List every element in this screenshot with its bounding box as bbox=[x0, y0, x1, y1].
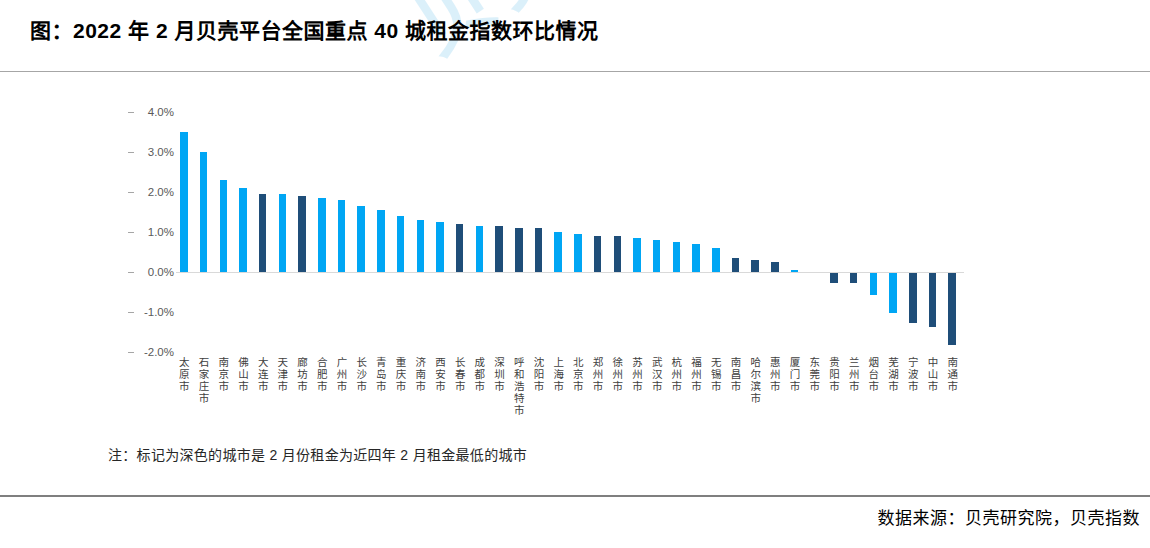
x-axis-label: 中山市 bbox=[926, 357, 938, 393]
rent-index-bar-chart: 4.0% 3.0% 2.0% 1.0% 0.0% -1.0% -2.0% 太原市石家庄市南京市… bbox=[0, 0, 1150, 500]
y-axis-tick-label: -2.0% bbox=[134, 345, 174, 359]
x-axis-label: 沈阳市 bbox=[532, 357, 544, 393]
bar bbox=[417, 220, 425, 272]
x-axis-label: 福州市 bbox=[690, 357, 702, 393]
x-axis-label: 南昌市 bbox=[729, 357, 741, 393]
bar bbox=[318, 198, 326, 272]
data-source: 数据来源：贝壳研究院，贝壳指数 bbox=[540, 504, 1140, 529]
bar bbox=[673, 242, 681, 272]
x-axis-label: 天津市 bbox=[276, 357, 288, 393]
bar bbox=[397, 216, 405, 272]
bar bbox=[771, 262, 779, 272]
bar bbox=[495, 226, 503, 272]
x-axis-label: 呼和浩特市 bbox=[513, 357, 525, 417]
bar bbox=[298, 196, 306, 272]
bar bbox=[712, 248, 720, 272]
y-axis-tick-mark bbox=[128, 232, 134, 233]
bar bbox=[614, 236, 622, 272]
x-axis-label: 芜湖市 bbox=[887, 357, 899, 393]
y-axis-tick-label: 2.0% bbox=[134, 185, 174, 199]
y-axis-tick-mark bbox=[128, 112, 134, 113]
x-axis-label: 烟台市 bbox=[867, 357, 879, 393]
x-axis-label: 重庆市 bbox=[395, 357, 407, 393]
y-axis-tick-mark bbox=[128, 312, 134, 313]
y-axis-tick-mark bbox=[128, 192, 134, 193]
y-axis-tick-label: 1.0% bbox=[134, 225, 174, 239]
bar bbox=[476, 226, 484, 272]
x-axis-label: 惠州市 bbox=[769, 357, 781, 393]
chart-note: 注：标记为深色的城市是 2 月份租金为近四年 2 月租金最低的城市 bbox=[108, 444, 527, 464]
bar bbox=[535, 228, 543, 272]
x-axis-label: 哈尔滨市 bbox=[749, 357, 761, 405]
bar bbox=[870, 273, 878, 295]
y-axis-tick-mark bbox=[128, 272, 134, 273]
bar bbox=[279, 194, 287, 272]
x-axis-label: 兰州市 bbox=[848, 357, 860, 393]
bar bbox=[633, 238, 641, 272]
y-axis-tick-label: 4.0% bbox=[134, 105, 174, 119]
bar bbox=[357, 206, 365, 272]
x-axis-label: 西安市 bbox=[434, 357, 446, 393]
x-axis-label: 杭州市 bbox=[670, 357, 682, 393]
bar bbox=[239, 188, 247, 272]
bar bbox=[791, 270, 799, 272]
bar bbox=[338, 200, 346, 272]
bar bbox=[732, 258, 740, 272]
bar bbox=[830, 273, 838, 283]
bar bbox=[436, 222, 444, 272]
x-axis-label: 石家庄市 bbox=[198, 357, 210, 405]
x-axis-label: 合肥市 bbox=[316, 357, 328, 393]
x-axis-label: 佛山市 bbox=[237, 357, 249, 393]
x-axis-label: 济南市 bbox=[414, 357, 426, 393]
bar bbox=[200, 152, 208, 272]
bar bbox=[180, 132, 188, 272]
y-axis-tick-mark bbox=[128, 152, 134, 153]
x-axis-label: 南通市 bbox=[946, 357, 958, 393]
x-axis-label: 深圳市 bbox=[493, 357, 505, 393]
bar bbox=[751, 260, 759, 272]
x-axis-label: 广州市 bbox=[335, 357, 347, 393]
bar bbox=[220, 180, 228, 272]
x-axis-label: 太原市 bbox=[178, 357, 190, 393]
y-axis-tick-label: 3.0% bbox=[134, 145, 174, 159]
x-axis-label: 苏州市 bbox=[631, 357, 643, 393]
x-axis-label: 青岛市 bbox=[375, 357, 387, 393]
bar bbox=[574, 234, 582, 272]
y-axis-tick-label: 0.0% bbox=[134, 265, 174, 279]
bar bbox=[889, 273, 897, 313]
x-axis-label: 厦门市 bbox=[789, 357, 801, 393]
bar bbox=[692, 244, 700, 272]
x-axis-label: 北京市 bbox=[572, 357, 584, 393]
bar bbox=[554, 232, 562, 272]
x-axis-label: 长春市 bbox=[454, 357, 466, 393]
figure-title: 图：2022 年 2 月贝壳平台全国重点 40 城租金指数环比情况 bbox=[30, 14, 598, 44]
y-axis-tick-mark bbox=[128, 352, 134, 353]
x-axis-label: 大连市 bbox=[257, 357, 269, 393]
x-axis-label: 宁波市 bbox=[907, 357, 919, 393]
x-axis-label: 无锡市 bbox=[710, 357, 722, 393]
x-axis-zero-line bbox=[176, 272, 964, 273]
figure: 贝壳研究院 图：2022 年 2 月贝壳平台全国重点 40 城租金指数环比情况 … bbox=[0, 0, 1150, 548]
x-axis-label: 郑州市 bbox=[592, 357, 604, 393]
bar bbox=[594, 236, 602, 272]
x-axis-label: 东莞市 bbox=[808, 357, 820, 393]
x-axis-label: 长沙市 bbox=[355, 357, 367, 393]
bar bbox=[948, 273, 956, 345]
x-axis-label: 廊坊市 bbox=[296, 357, 308, 393]
y-axis-tick-label: -1.0% bbox=[134, 305, 174, 319]
bar bbox=[850, 273, 858, 283]
bar bbox=[259, 194, 267, 272]
bar bbox=[515, 228, 523, 272]
x-axis-label: 徐州市 bbox=[611, 357, 623, 393]
bar bbox=[909, 273, 917, 323]
x-axis-label: 南京市 bbox=[217, 357, 229, 393]
bar bbox=[456, 224, 464, 272]
bar bbox=[929, 273, 937, 327]
bar bbox=[653, 240, 661, 272]
bar bbox=[377, 210, 385, 272]
x-axis-label: 武汉市 bbox=[651, 357, 663, 393]
x-axis-label: 成都市 bbox=[473, 357, 485, 393]
x-axis-label: 上海市 bbox=[552, 357, 564, 393]
x-axis-label: 贵阳市 bbox=[828, 357, 840, 393]
